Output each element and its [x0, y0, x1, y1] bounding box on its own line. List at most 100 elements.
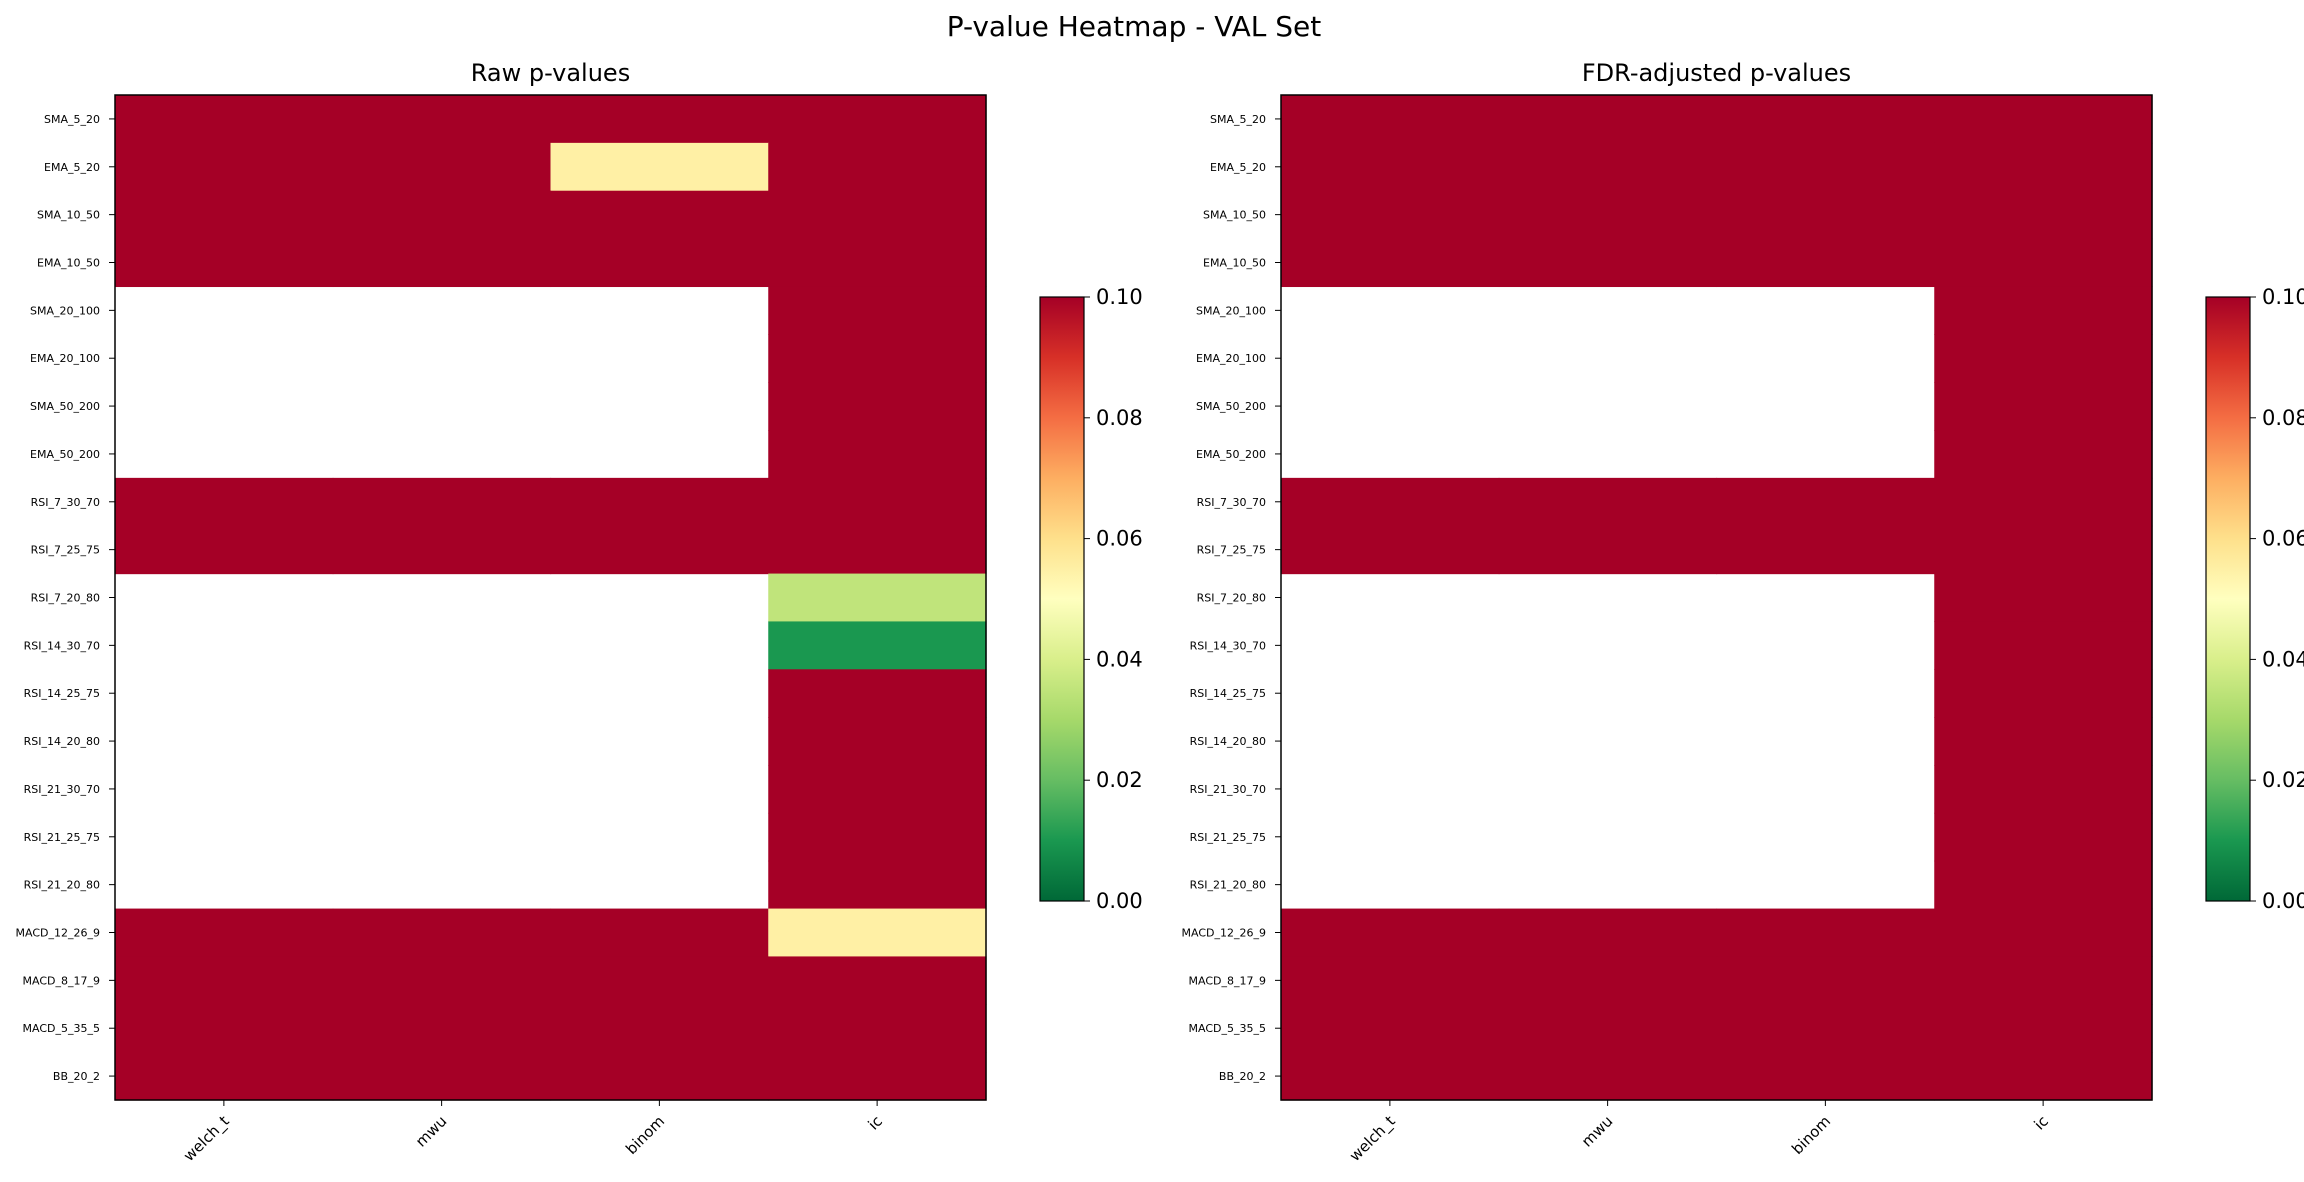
y-tick-label: MACD_5_35_5: [1189, 1022, 1266, 1035]
heatmap-cell: [115, 908, 334, 958]
heatmap-cell: [1716, 477, 1935, 527]
heatmap-cell: [332, 956, 552, 1005]
heatmap-cell: [1716, 525, 1935, 575]
heatmap-cell: [550, 1004, 769, 1053]
y-tick-label: SMA_5_20: [44, 113, 100, 126]
y-tick-label: RSI_7_20_80: [31, 592, 100, 605]
y-tick-label: EMA_50_200: [1196, 448, 1266, 461]
colorbar-tick-label: 0.04: [1096, 647, 1143, 671]
y-tick-label: EMA_5_20: [1210, 161, 1266, 174]
heatmap-cell: [768, 238, 987, 288]
heatmap-cell: [1281, 908, 1500, 958]
heatmap-cell: [1281, 142, 1500, 192]
heatmap-cell: [768, 430, 987, 479]
heatmap-cell: [332, 525, 552, 575]
heatmap-cell: [1498, 142, 1718, 192]
heatmap-cell: [550, 142, 769, 192]
y-tick-label: RSI_14_30_70: [1190, 639, 1266, 652]
colorbar-tick-label: 0.06: [1096, 527, 1143, 551]
heatmap-cell: [768, 1004, 987, 1053]
colorbar: 0.00 0.02 0.04 0.06 0.08 0.10: [1039, 285, 1143, 913]
x-tick-label: ic: [864, 1112, 886, 1134]
y-tick-label: RSI_21_25_75: [24, 831, 100, 844]
y-tick-label: MACD_12_26_9: [16, 927, 100, 940]
heatmap-cell: [768, 621, 987, 670]
colorbar-gradient: [2205, 296, 2251, 902]
heatmap-cell: [1934, 621, 2153, 670]
heatmap-cell: [115, 190, 334, 240]
heatmap-cell: [768, 286, 987, 335]
y-tick-label: RSI_14_30_70: [24, 639, 100, 652]
heatmap-cell: [768, 956, 987, 1005]
heatmap-cell: [115, 95, 334, 144]
y-tick-label: EMA_20_100: [1196, 352, 1266, 365]
heatmap-cell: [1934, 717, 2153, 766]
colorbar-tick-label: 0.08: [1096, 406, 1143, 430]
colorbar-gradient: [1039, 296, 1085, 902]
y-tick-label: RSI_21_30_70: [24, 783, 100, 796]
y-tick-label: RSI_7_25_75: [31, 544, 100, 557]
y-tick-label: BB_20_2: [53, 1070, 100, 1083]
heatmap-cell: [1498, 956, 1718, 1005]
heatmap-cell: [1716, 238, 1935, 288]
heatmap-cell: [1934, 238, 2153, 288]
heatmap-cell: [768, 190, 987, 240]
heatmap-cell: [1498, 908, 1718, 958]
heatmap-cell: [1934, 908, 2153, 958]
y-tick-label: RSI_14_25_75: [1190, 687, 1266, 700]
heatmap-cell: [115, 142, 334, 192]
heatmap-cell: [768, 334, 987, 383]
heatmap-cell: [115, 238, 334, 288]
heatmap-cell: [1934, 334, 2153, 383]
y-tick-label: RSI_7_20_80: [1197, 592, 1266, 605]
heatmap-cell: [550, 238, 769, 288]
heatmap-cell: [1934, 669, 2153, 718]
heatmap-cell: [1281, 956, 1500, 1005]
y-tick-label: EMA_50_200: [30, 448, 100, 461]
heatmap-cell: [1934, 430, 2153, 479]
heatmap-cell: [1498, 1004, 1718, 1053]
heatmap-cell: [1281, 1004, 1500, 1053]
x-tick-label: welch_t: [180, 1112, 234, 1166]
heatmap-cell: [1281, 525, 1500, 575]
y-tick-label: RSI_21_20_80: [1190, 879, 1266, 892]
heatmap-cell: [115, 525, 334, 575]
heatmap-cell: [768, 382, 987, 431]
heatmap-cell: [115, 477, 334, 527]
heatmap-cell: [1934, 190, 2153, 240]
heatmap-cell: [115, 956, 334, 1005]
heatmap-cell: [1934, 477, 2153, 527]
heatmap-cell: [550, 477, 769, 527]
y-tick-label: SMA_5_20: [1210, 113, 1266, 126]
y-tick-label: SMA_50_200: [1196, 400, 1266, 413]
heatmap-cell: [768, 525, 987, 575]
y-tick-label: RSI_7_30_70: [31, 496, 100, 509]
heatmap-cell: [1498, 95, 1718, 144]
heatmap-cell: [1934, 382, 2153, 431]
y-tick-label: RSI_14_20_80: [24, 735, 100, 748]
y-tick-label: EMA_10_50: [1203, 257, 1266, 270]
heatmap-cell: [768, 812, 987, 862]
y-tick-label: RSI_14_25_75: [24, 687, 100, 700]
y-tick-label: EMA_5_20: [44, 161, 100, 174]
y-tick-label: SMA_10_50: [37, 209, 100, 222]
heatmap-cell: [1934, 573, 2153, 623]
heatmap-cell: [1498, 525, 1718, 575]
x-tick-label: binom: [1788, 1112, 1834, 1158]
heatmap-cell: [1934, 860, 2153, 910]
heatmap-panel-1: Raw p-values SMA_5_20 EMA_5_20 SMA_10_50 EMA…: [16, 59, 1143, 1166]
heatmap-cell: [1716, 956, 1935, 1005]
heatmap-cell: [1934, 95, 2153, 144]
heatmap-cell: [1934, 956, 2153, 1005]
heatmap-cell: [768, 860, 987, 910]
y-tick-label: RSI_14_20_80: [1190, 735, 1266, 748]
heatmap-cell: [1498, 1052, 1718, 1101]
heatmap-cell: [1716, 1004, 1935, 1053]
heatmap-cell: [1934, 142, 2153, 192]
heatmap-cell: [1934, 765, 2153, 814]
heatmap-cell: [1934, 525, 2153, 575]
x-tick-label: welch_t: [1346, 1112, 1400, 1166]
heatmap-cell: [768, 142, 987, 192]
